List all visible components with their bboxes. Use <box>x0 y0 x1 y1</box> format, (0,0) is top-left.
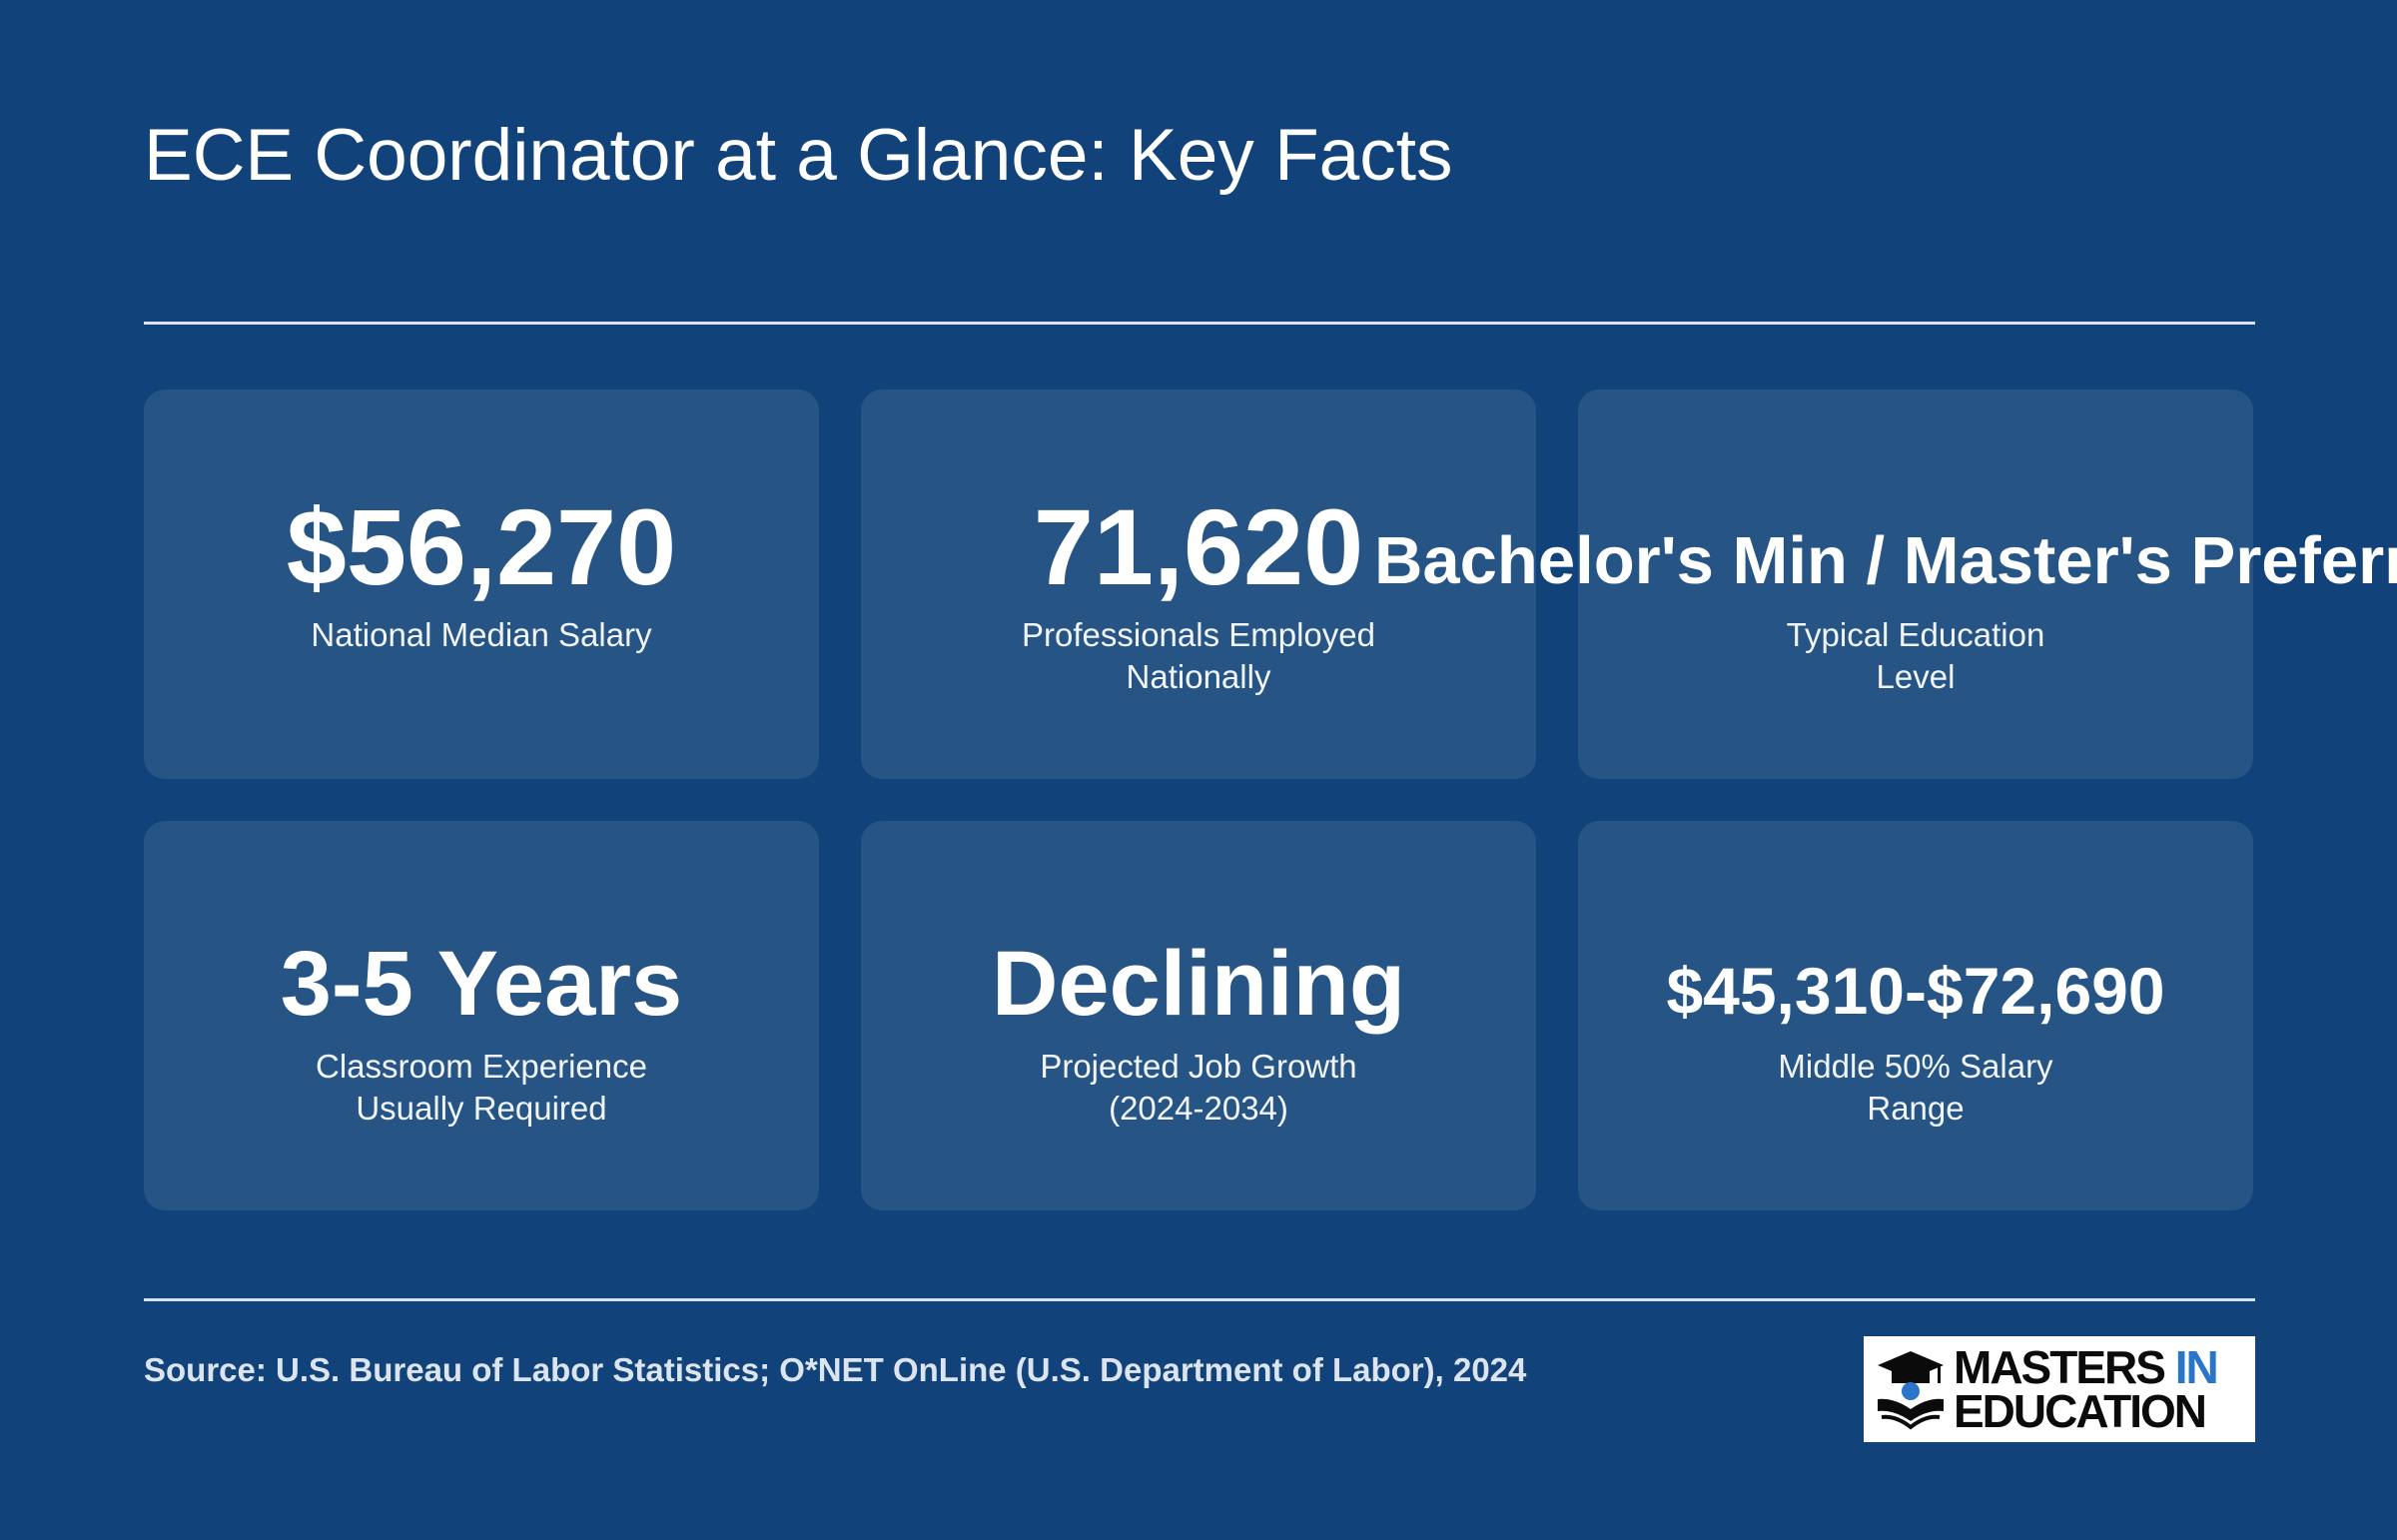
stat-card-median-salary <box>144 389 819 779</box>
stat-value-employed: 71,620 <box>1033 486 1364 607</box>
source-note: Source: U.S. Bureau of Labor Statistics;… <box>144 1351 1527 1388</box>
stat-value-salary-range: $45,310-$72,690 <box>1666 954 2165 1028</box>
stat-label-median-salary: National Median Salary <box>311 616 652 653</box>
stat-value-median-salary: $56,270 <box>286 486 677 607</box>
masters-in-education-logo: MASTERS IN EDUCATION <box>1864 1336 2255 1442</box>
graduation-cap-book-icon <box>1878 1351 1944 1430</box>
stat-label-employed: Professionals Employed Nationally <box>1021 616 1375 695</box>
stat-value-education: Bachelor's Min / Master's Preferred <box>1374 523 2397 598</box>
bottom-divider <box>144 1298 2255 1301</box>
stat-label-education: Typical Education Level <box>1786 616 2045 695</box>
stat-label-job-growth: Projected Job Growth (2024-2034) <box>1040 1048 1357 1127</box>
logo-word-in: IN <box>2174 1341 2219 1393</box>
stat-card-employed <box>861 389 1536 779</box>
stat-card-education <box>1578 389 2253 779</box>
stat-label-experience: Classroom Experience Usually Required <box>316 1048 647 1127</box>
top-divider <box>144 322 2255 325</box>
stat-card-experience <box>144 821 819 1210</box>
logo-word-masters: MASTERS <box>1954 1341 2166 1393</box>
logo-word-education: EDUCATION <box>1954 1385 2207 1437</box>
stat-card-job-growth <box>861 821 1536 1210</box>
stat-value-job-growth: Declining <box>991 933 1406 1035</box>
stat-value-experience: 3-5 Years <box>280 933 683 1035</box>
stat-card-salary-range <box>1578 821 2253 1210</box>
page-title: ECE Coordinator at a Glance: Key Facts <box>144 115 1453 196</box>
stat-label-salary-range: Middle 50% Salary Range <box>1778 1048 2053 1127</box>
